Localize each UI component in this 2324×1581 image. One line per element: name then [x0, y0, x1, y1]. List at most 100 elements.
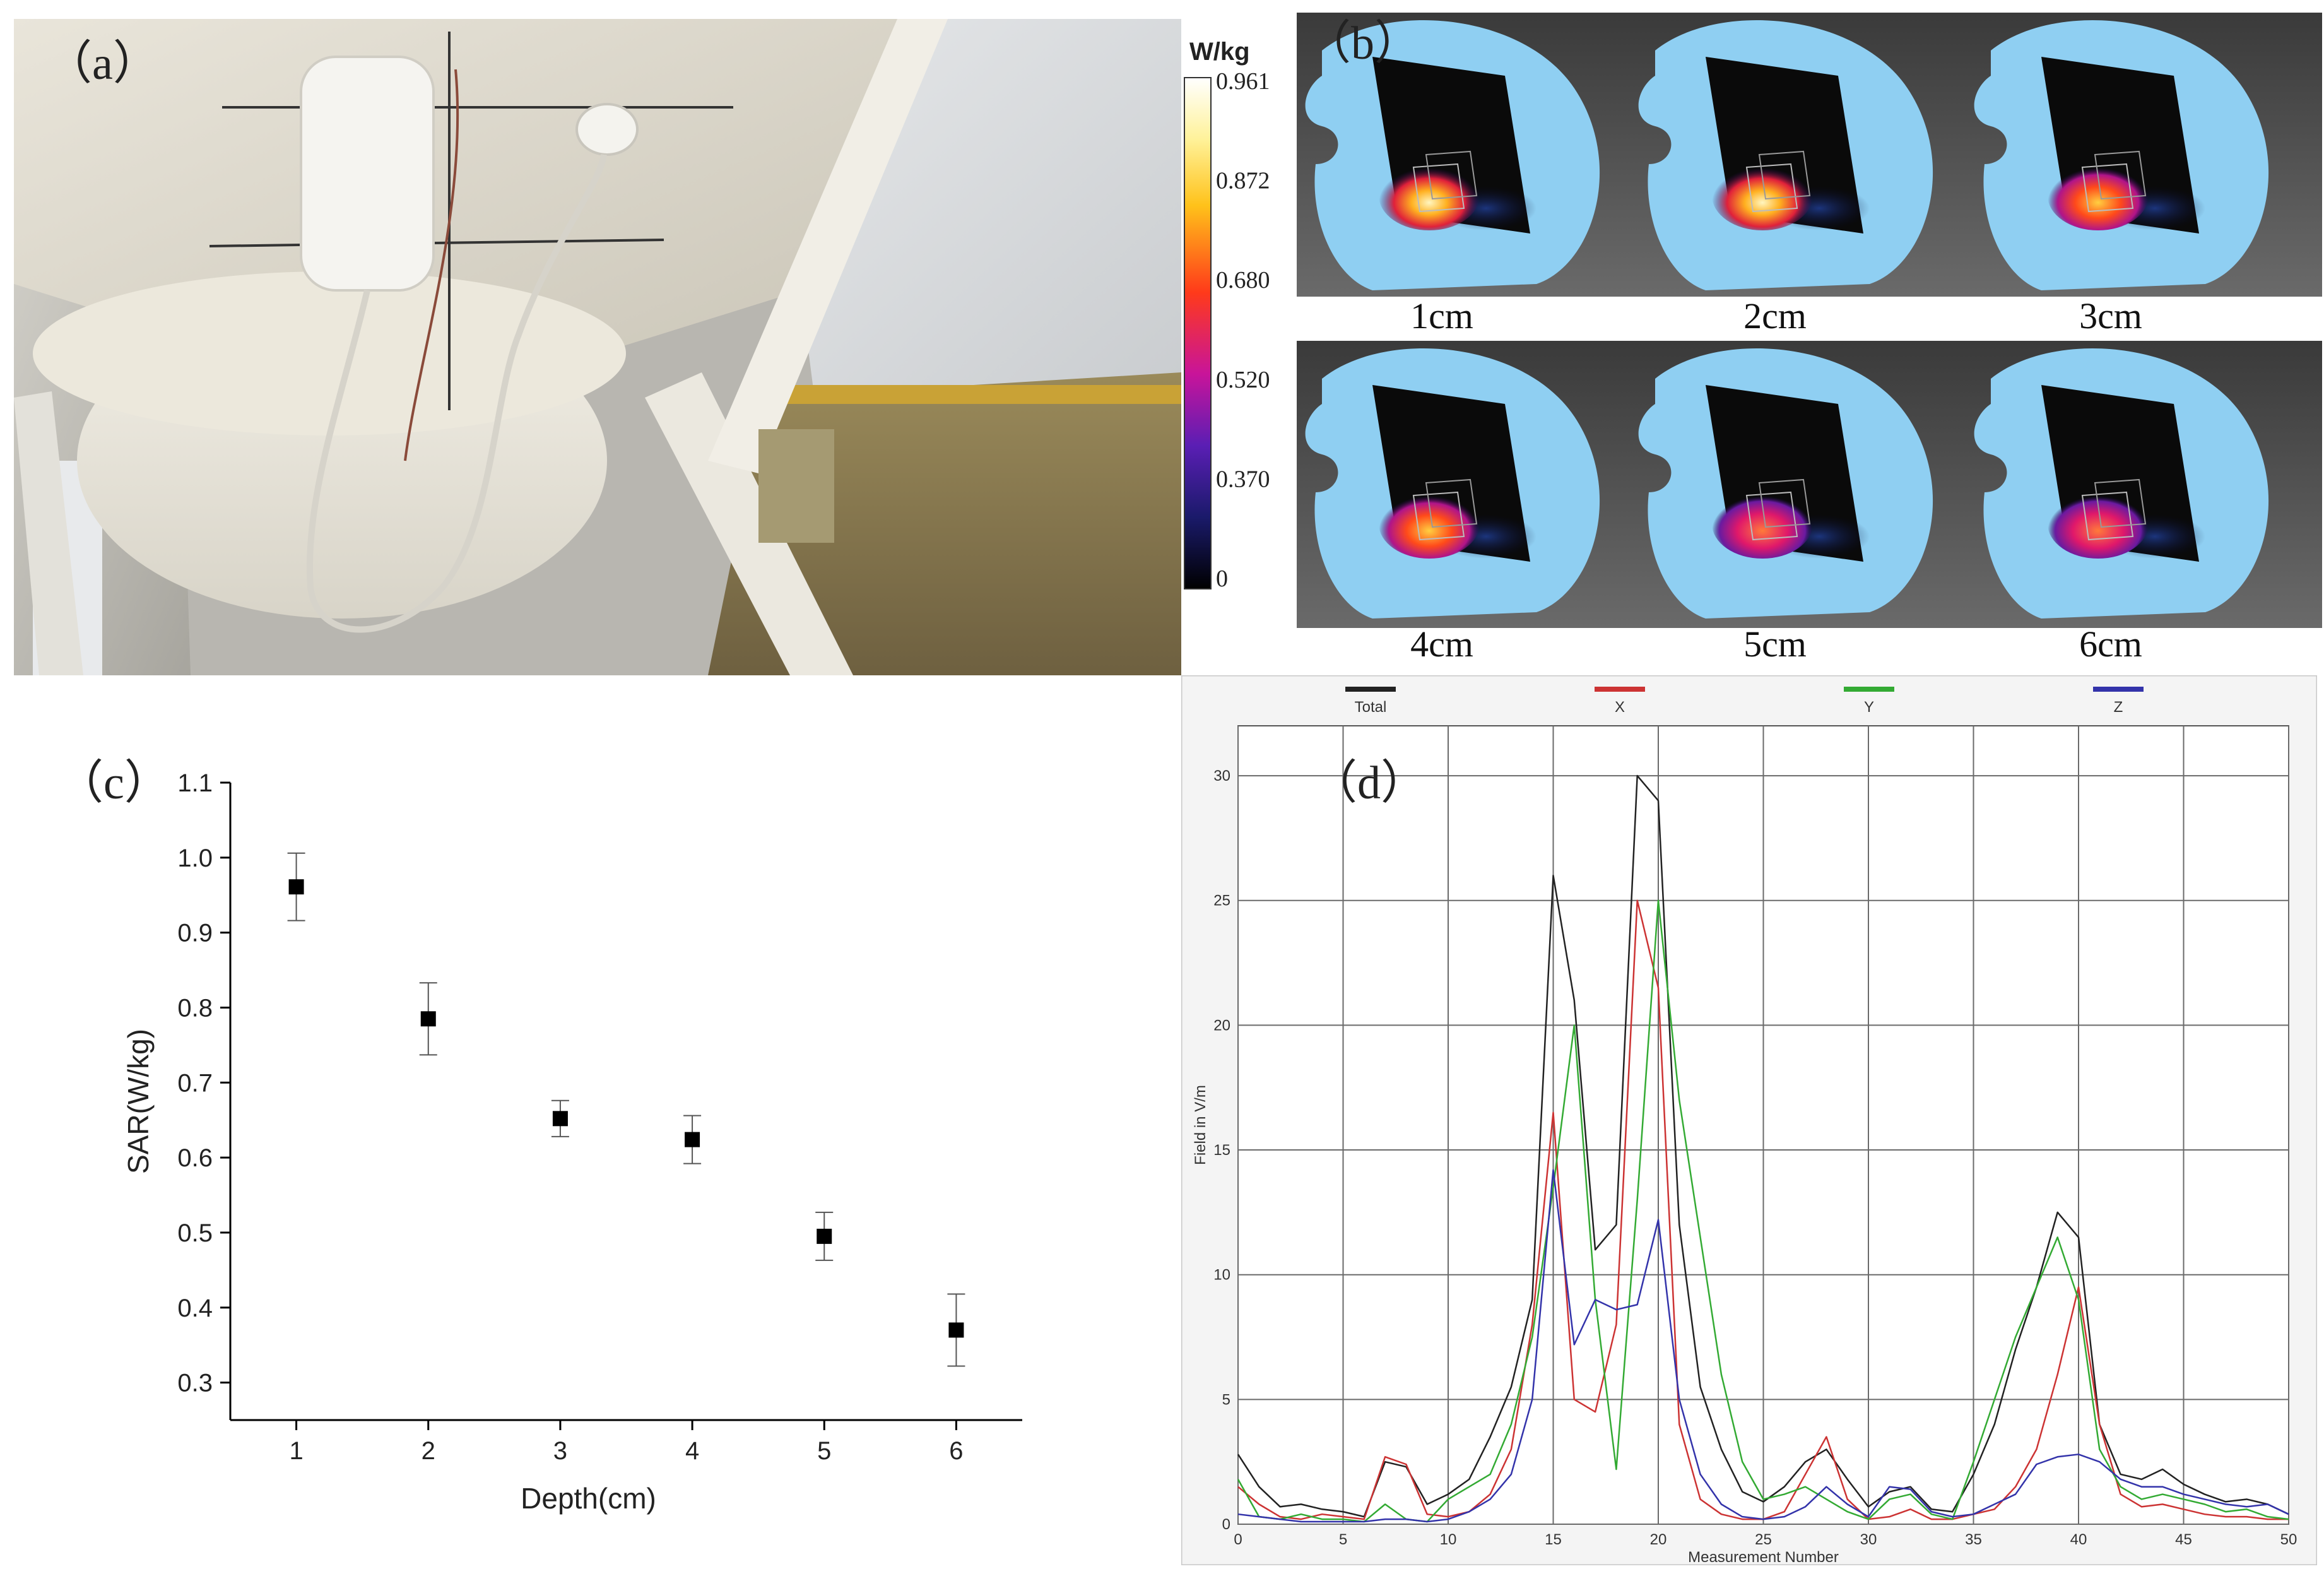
- legend-item: Y: [1844, 687, 1894, 716]
- x-tick-label: 4: [685, 1437, 699, 1465]
- depth-label: 3cm: [2079, 295, 2142, 336]
- scale-tick-label: 0.520: [1216, 367, 1270, 393]
- sar-vs-depth-svg: 0.3 0.4 0.5 0.6 0.7 0.8 0.9 1.0 1.1 1 2 3 4 5 6 Depth(c…: [122, 769, 1022, 1515]
- field-measurement-chart: 0 5 10 15 20 25 30 35 40 45 50 0 5 10 15 20 25 30 Measurem…: [1180, 674, 2318, 1566]
- depth-slice: 1cm: [1305, 20, 1600, 336]
- x-tick-label: 6: [949, 1437, 963, 1465]
- hotspot: [1379, 161, 1480, 230]
- legend-item: Z: [2093, 687, 2144, 716]
- y-tick-label: 20: [1213, 1017, 1230, 1034]
- field-measurement-svg: 0 5 10 15 20 25 30 35 40 45 50 0 5 10 15 20 25 30 Measurem…: [1180, 674, 2318, 1566]
- scale-bar: [1184, 77, 1212, 589]
- depth-slice: 5cm: [1638, 348, 1933, 665]
- depth-label: 4cm: [1410, 624, 1473, 663]
- x-tick-label: 45: [2175, 1531, 2192, 1548]
- y-tick-label: 25: [1213, 892, 1230, 909]
- x-axis-label: Depth(cm): [521, 1482, 656, 1515]
- x-axis-label: Measurement Number: [1688, 1549, 1839, 1565]
- x-tick-label: 0: [1234, 1531, 1242, 1548]
- y-axis-label: SAR(W/kg): [122, 1029, 155, 1174]
- depth-slice: 3cm: [1974, 20, 2269, 336]
- x-tick-label: 1: [289, 1437, 303, 1465]
- depth-slice: 6cm: [1974, 348, 2269, 665]
- legend-label: Z: [2114, 699, 2123, 716]
- y-tick-label: 1.1: [177, 769, 213, 797]
- y-tick-label: 1.0: [177, 844, 213, 872]
- x-tick-label: 10: [1440, 1531, 1457, 1548]
- probe-grid: [1745, 163, 1798, 213]
- y-tick-label: 0.9: [177, 920, 213, 947]
- y-axis-label: Field in V/m: [1192, 1085, 1209, 1165]
- probe-grid: [2081, 163, 2134, 213]
- depth-slice: 2cm: [1638, 20, 1933, 336]
- y-tick-label: 0.3: [177, 1370, 213, 1397]
- hotspot: [1712, 161, 1813, 230]
- sar-vs-depth-chart: 0.3 0.4 0.5 0.6 0.7 0.8 0.9 1.0 1.1 1 2 3 4 5 6 Depth(c…: [57, 707, 1060, 1540]
- probe-grid: [2081, 491, 2134, 541]
- sar-color-scale: W/kg 0.961 0.872 0.680 0.520 0.370 0: [1183, 35, 1290, 603]
- probe-grid: [2094, 478, 2147, 528]
- y-tick-label: 15: [1213, 1142, 1230, 1159]
- scale-tick-label: 0.961: [1216, 68, 1270, 95]
- setup-photo-drawing: [14, 19, 1181, 675]
- y-tick-label: 10: [1213, 1267, 1230, 1284]
- probe-grid: [2094, 150, 2147, 200]
- x-tick-label: 5: [1339, 1531, 1347, 1548]
- probe-grid: [1745, 491, 1798, 541]
- x-tick-label: 3: [553, 1437, 567, 1465]
- scale-unit: W/kg: [1189, 38, 1250, 66]
- y-tick-label: 0: [1222, 1516, 1230, 1533]
- setup-photo: （a）: [14, 19, 1181, 675]
- x-tick-label: 2: [422, 1437, 435, 1465]
- hotspot: [1712, 489, 1813, 559]
- x-tick-label: 20: [1650, 1531, 1667, 1548]
- data-point: [948, 1322, 964, 1338]
- y-tick-label: 0.4: [177, 1294, 213, 1322]
- sar-distribution-panel: 1cm 2cm 3cm 4cm 5cm 6cm （b）: [1297, 13, 2322, 665]
- panel-d-tag: （d）: [1311, 757, 1427, 809]
- depth-label: 2cm: [1743, 295, 1807, 336]
- y-tick-label: 0.7: [177, 1069, 213, 1097]
- y-tick-label: 0.6: [177, 1144, 213, 1172]
- probe-grid: [1412, 491, 1465, 541]
- x-tick-label: 25: [1755, 1531, 1772, 1548]
- legend-item: Total: [1345, 687, 1396, 716]
- y-tick-label: 30: [1213, 767, 1230, 785]
- legend-label: Total: [1355, 699, 1387, 716]
- legend-label: X: [1615, 699, 1625, 716]
- x-tick-label: 15: [1545, 1531, 1562, 1548]
- series-line: [1237, 1169, 2289, 1523]
- panel-b-tag: （b）: [1304, 18, 1421, 69]
- depth-slice: 4cm: [1305, 348, 1600, 665]
- depth-label: 1cm: [1410, 295, 1473, 336]
- panel-a-tag: （a）: [45, 38, 160, 90]
- scale-tick-label: 0.370: [1216, 466, 1270, 492]
- sar-distribution-svg: 1cm 2cm 3cm 4cm 5cm 6cm: [1297, 13, 2322, 665]
- probe-grid: [1758, 150, 1811, 200]
- y-tick-label: 0.8: [177, 994, 213, 1022]
- x-tick-label: 5: [817, 1437, 831, 1465]
- y-tick-label: 5: [1222, 1391, 1230, 1408]
- probe-grid: [1412, 163, 1465, 213]
- legend-label: Y: [1864, 699, 1874, 716]
- hotspot: [1379, 489, 1480, 559]
- x-tick-label: 35: [1965, 1531, 1982, 1548]
- x-tick-label: 30: [1860, 1531, 1877, 1548]
- depth-label: 5cm: [1743, 624, 1807, 663]
- x-tick-label: 50: [2280, 1531, 2297, 1548]
- y-tick-label: 0.5: [177, 1219, 213, 1247]
- color-scale-svg: W/kg 0.961 0.872 0.680 0.520 0.370 0: [1184, 38, 1270, 592]
- data-point: [685, 1132, 700, 1147]
- panel-c-tag: （c）: [57, 757, 171, 809]
- data-point: [552, 1111, 568, 1127]
- scale-tick-label: 0: [1216, 565, 1228, 592]
- probe-grid: [1758, 478, 1811, 528]
- hotspot: [2048, 161, 2149, 230]
- probe-grid: [1425, 150, 1478, 200]
- data-point: [817, 1228, 832, 1244]
- legend-item: X: [1595, 687, 1645, 716]
- depth-label: 6cm: [2079, 624, 2142, 663]
- data-point: [288, 879, 304, 895]
- data-point: [420, 1011, 436, 1027]
- probe-grid: [1425, 478, 1478, 528]
